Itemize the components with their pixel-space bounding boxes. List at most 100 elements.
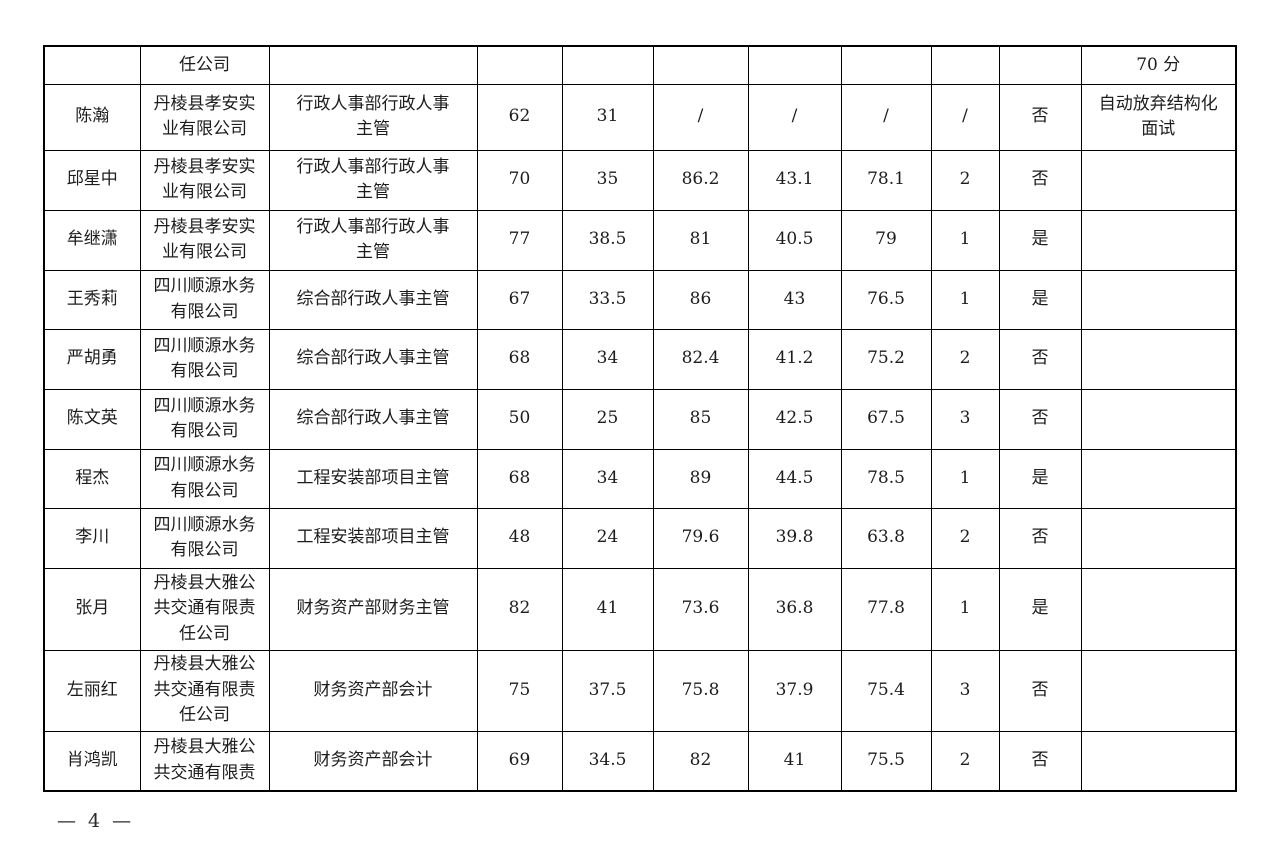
table-cell: 81 <box>652 209 749 271</box>
table-cell: 40.5 <box>747 209 842 271</box>
table-cell: 41 <box>747 730 842 792</box>
table-cell: 牟继潇 <box>43 209 141 271</box>
table-cell: 89 <box>652 448 749 509</box>
table-cell: 2 <box>930 507 1000 569</box>
table-cell: 否 <box>998 149 1082 211</box>
table-cell: 34 <box>561 328 654 390</box>
table-cell: 任公司 <box>139 45 270 85</box>
table-cell: 1 <box>930 269 1000 330</box>
table-cell: 丹棱县孝安实业有限公司 <box>139 149 270 211</box>
table-cell: 综合部行政人事主管 <box>268 388 478 450</box>
table-cell: 行政人事部行政人事主管 <box>268 209 478 271</box>
table-row: 严胡勇 四川顺源水务有限公司 综合部行政人事主管 68 34 82.4 41.2 75.2 2 否 <box>43 328 1237 390</box>
table-cell: 38.5 <box>561 209 654 271</box>
table-cell: 丹棱县大雅公共交通有限责任公司 <box>139 649 270 732</box>
table-row: 陈文英 四川顺源水务有限公司 综合部行政人事主管 50 25 85 42.5 67.5 3 否 <box>43 388 1237 450</box>
table-cell: 37.5 <box>561 649 654 732</box>
table-cell: 自动放弃结构化面试 <box>1080 83 1237 151</box>
table-cell: 李川 <box>43 507 141 569</box>
table-cell: 3 <box>930 649 1000 732</box>
table-cell: 2 <box>930 730 1000 792</box>
table-cell: 财务资产部财务主管 <box>268 567 478 651</box>
table-cell: 35 <box>561 149 654 211</box>
table-cell: 25 <box>561 388 654 450</box>
table-cell: 丹棱县孝安实业有限公司 <box>139 209 270 271</box>
table-cell: 否 <box>998 83 1082 151</box>
header-continuation-row: 任公司 70 分 <box>43 45 1237 85</box>
table-cell: 82 <box>652 730 749 792</box>
table-cell: 丹棱县大雅公共交通有限责任公司 <box>139 567 270 651</box>
table-cell: 76.5 <box>840 269 932 330</box>
table-cell <box>1080 149 1237 211</box>
results-table: 任公司 70 分陈瀚 丹棱县孝安实业有限公司 行政人事部行政人事主管 62 31// / / 否… <box>43 45 1237 792</box>
table-cell: 63.8 <box>840 507 932 569</box>
table-cell: 1 <box>930 209 1000 271</box>
table-cell: 行政人事部行政人事主管 <box>268 149 478 211</box>
table-cell: 财务资产部会计 <box>268 730 478 792</box>
table-cell: 75.5 <box>840 730 932 792</box>
table-cell: 48 <box>476 507 563 569</box>
table-cell: 1 <box>930 448 1000 509</box>
table-cell <box>268 45 478 85</box>
table-cell: 2 <box>930 328 1000 390</box>
table-cell: / <box>930 83 1000 151</box>
table-cell: 工程安装部项目主管 <box>268 507 478 569</box>
table-cell: 44.5 <box>747 448 842 509</box>
table-cell: / <box>840 83 932 151</box>
page-number: — 4 — <box>57 810 135 832</box>
table-cell: 邱星中 <box>43 149 141 211</box>
table-cell: 1 <box>930 567 1000 651</box>
table-cell: / <box>747 83 842 151</box>
table-cell: 是 <box>998 209 1082 271</box>
table-cell: 综合部行政人事主管 <box>268 328 478 390</box>
table-cell <box>476 45 563 85</box>
table-cell: 86.2 <box>652 149 749 211</box>
table-cell: 77.8 <box>840 567 932 651</box>
table-cell: 四川顺源水务有限公司 <box>139 507 270 569</box>
table-cell: 82.4 <box>652 328 749 390</box>
table-cell <box>1080 730 1237 792</box>
table-cell: 85 <box>652 388 749 450</box>
table-cell: 否 <box>998 388 1082 450</box>
table-cell <box>1080 507 1237 569</box>
table-cell: 工程安装部项目主管 <box>268 448 478 509</box>
table-cell: 张月 <box>43 567 141 651</box>
table-cell: 34 <box>561 448 654 509</box>
table-row: 程杰 四川顺源水务有限公司 工程安装部项目主管 68 34 89 44.5 78.5 1 是 <box>43 448 1237 509</box>
table-cell: 四川顺源水务有限公司 <box>139 388 270 450</box>
table-cell: 丹棱县孝安实业有限公司 <box>139 83 270 151</box>
table-cell <box>1080 328 1237 390</box>
table-cell: 王秀莉 <box>43 269 141 330</box>
table-cell: 67 <box>476 269 563 330</box>
table-cell: 75.2 <box>840 328 932 390</box>
table-cell: 75.4 <box>840 649 932 732</box>
table-cell <box>43 45 141 85</box>
table-cell: 是 <box>998 448 1082 509</box>
table-cell <box>1080 448 1237 509</box>
table-cell: 82 <box>476 567 563 651</box>
table-cell: 财务资产部会计 <box>268 649 478 732</box>
table-cell: 34.5 <box>561 730 654 792</box>
table-body: 任公司 70 分陈瀚 丹棱县孝安实业有限公司 行政人事部行政人事主管 62 31// / / 否… <box>43 45 1237 792</box>
table-cell: 左丽红 <box>43 649 141 732</box>
table-cell: 86 <box>652 269 749 330</box>
table-cell <box>1080 388 1237 450</box>
table-row: 肖鸿凯 丹棱县大雅公共交通有限责 财务资产部会计 69 34.5 82 41 75.5 2 否 <box>43 730 1237 792</box>
table-cell <box>1080 209 1237 271</box>
table-cell: 36.8 <box>747 567 842 651</box>
table-row: 李川 四川顺源水务有限公司 工程安装部项目主管 48 24 79.6 39.8 63.8 2 否 <box>43 507 1237 569</box>
table-cell <box>1080 567 1237 651</box>
table-cell: 24 <box>561 507 654 569</box>
table-cell: 70 <box>476 149 563 211</box>
table-cell: 3 <box>930 388 1000 450</box>
table-cell: 79 <box>840 209 932 271</box>
table-cell: 33.5 <box>561 269 654 330</box>
table-cell: 陈文英 <box>43 388 141 450</box>
table-cell: 43 <box>747 269 842 330</box>
table-cell: 42.5 <box>747 388 842 450</box>
table-cell: 程杰 <box>43 448 141 509</box>
table-cell: 62 <box>476 83 563 151</box>
table-cell: 78.1 <box>840 149 932 211</box>
table-cell: 69 <box>476 730 563 792</box>
